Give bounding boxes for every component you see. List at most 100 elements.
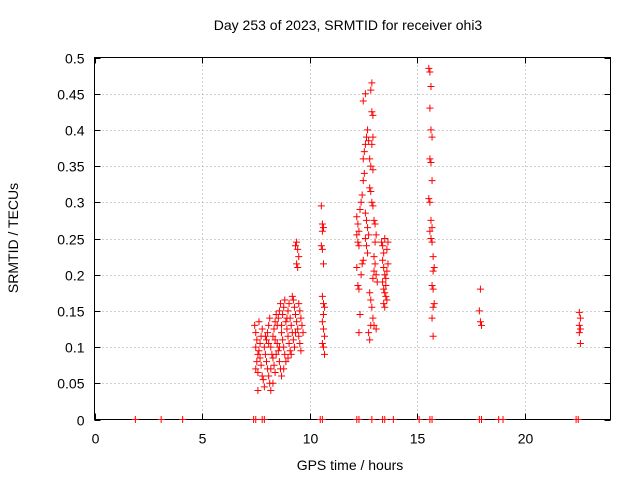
- data-point: [321, 332, 329, 340]
- data-point: [427, 158, 435, 166]
- y-tick-label: 0.4: [65, 123, 85, 139]
- data-point: [369, 202, 377, 210]
- data-point: [430, 300, 438, 308]
- data-point: [253, 336, 261, 344]
- data-point: [364, 224, 372, 232]
- data-point: [278, 372, 286, 380]
- data-point: [425, 195, 433, 203]
- data-point: [287, 350, 295, 358]
- data-point: [273, 339, 281, 347]
- data-point: [428, 416, 436, 423]
- data-point: [365, 231, 373, 239]
- data-point: [297, 347, 305, 355]
- data-point: [372, 325, 380, 333]
- data-point: [378, 238, 386, 246]
- data-point: [478, 321, 485, 329]
- data-point: [256, 339, 264, 347]
- data-point: [359, 177, 367, 185]
- data-point: [295, 253, 303, 261]
- data-point: [289, 336, 297, 344]
- data-point: [361, 209, 369, 217]
- data-point: [251, 321, 259, 329]
- data-point: [317, 242, 325, 250]
- data-point: [254, 350, 262, 358]
- data-point: [257, 361, 265, 369]
- data-point: [359, 155, 367, 163]
- y-tick-label: 0.2: [65, 268, 85, 284]
- data-point: [369, 274, 377, 282]
- data-point: [358, 260, 366, 268]
- data-point: [285, 339, 293, 347]
- data-point: [358, 191, 366, 199]
- data-point: [379, 256, 387, 264]
- data-point: [370, 253, 378, 261]
- data-point: [370, 216, 378, 224]
- data-point: [382, 282, 390, 290]
- data-point: [384, 260, 392, 268]
- data-point: [318, 245, 326, 253]
- data-point: [293, 318, 301, 326]
- data-point: [368, 79, 376, 87]
- data-point: [428, 133, 436, 141]
- data-point: [372, 271, 380, 279]
- data-point: [287, 321, 295, 329]
- data-point: [425, 64, 433, 72]
- data-point: [282, 318, 290, 326]
- data-point: [367, 321, 375, 329]
- data-point: [360, 148, 368, 156]
- data-point: [292, 311, 300, 319]
- data-point: [296, 339, 304, 347]
- data-point: [381, 416, 389, 423]
- data-point: [267, 387, 275, 395]
- data-point: [256, 354, 264, 362]
- data-point: [575, 329, 583, 337]
- data-point: [368, 303, 376, 311]
- data-point: [356, 206, 364, 214]
- data-point: [280, 365, 288, 373]
- data-point: [429, 253, 437, 261]
- data-point: [252, 329, 260, 337]
- data-point: [478, 416, 485, 423]
- data-point: [281, 296, 289, 304]
- data-point: [318, 227, 326, 235]
- data-point: [271, 336, 279, 344]
- data-point: [429, 332, 437, 340]
- y-tick-label: 0.25: [57, 232, 84, 248]
- data-point: [179, 416, 187, 423]
- data-point: [263, 336, 270, 344]
- data-point: [380, 285, 388, 293]
- data-point: [575, 321, 583, 329]
- data-point: [297, 314, 305, 322]
- data-point: [261, 350, 269, 358]
- y-tick-label: 0.05: [57, 376, 84, 392]
- data-point: [380, 300, 388, 308]
- data-point: [283, 314, 291, 322]
- data-point: [366, 336, 374, 344]
- data-point: [255, 347, 263, 355]
- data-point: [362, 133, 370, 141]
- data-point: [294, 245, 302, 253]
- y-tick-label: 0.45: [57, 87, 84, 103]
- data-point: [429, 303, 437, 311]
- data-point: [365, 329, 373, 337]
- data-point: [370, 267, 378, 275]
- data-point: [278, 329, 286, 337]
- data-point: [382, 274, 390, 282]
- data-point: [289, 296, 297, 304]
- data-point: [369, 314, 377, 322]
- data-point: [368, 140, 376, 148]
- data-point: [367, 86, 375, 94]
- y-axis-ticks: 0 0.05 0.1 0.15 0.2 0.25 0.3 0.35 0.4 0.45 0.5: [57, 51, 611, 429]
- data-point: [267, 365, 275, 373]
- data-point: [379, 278, 387, 286]
- data-point: [475, 307, 483, 315]
- data-point: [319, 260, 327, 268]
- data-point: [255, 318, 263, 326]
- chart-title: Day 253 of 2023, SRMTID for receiver ohi…: [214, 17, 483, 33]
- data-point: [267, 343, 275, 351]
- data-point: [382, 292, 390, 300]
- data-point: [260, 383, 268, 391]
- data-point: [361, 140, 369, 148]
- data-point: [381, 235, 389, 242]
